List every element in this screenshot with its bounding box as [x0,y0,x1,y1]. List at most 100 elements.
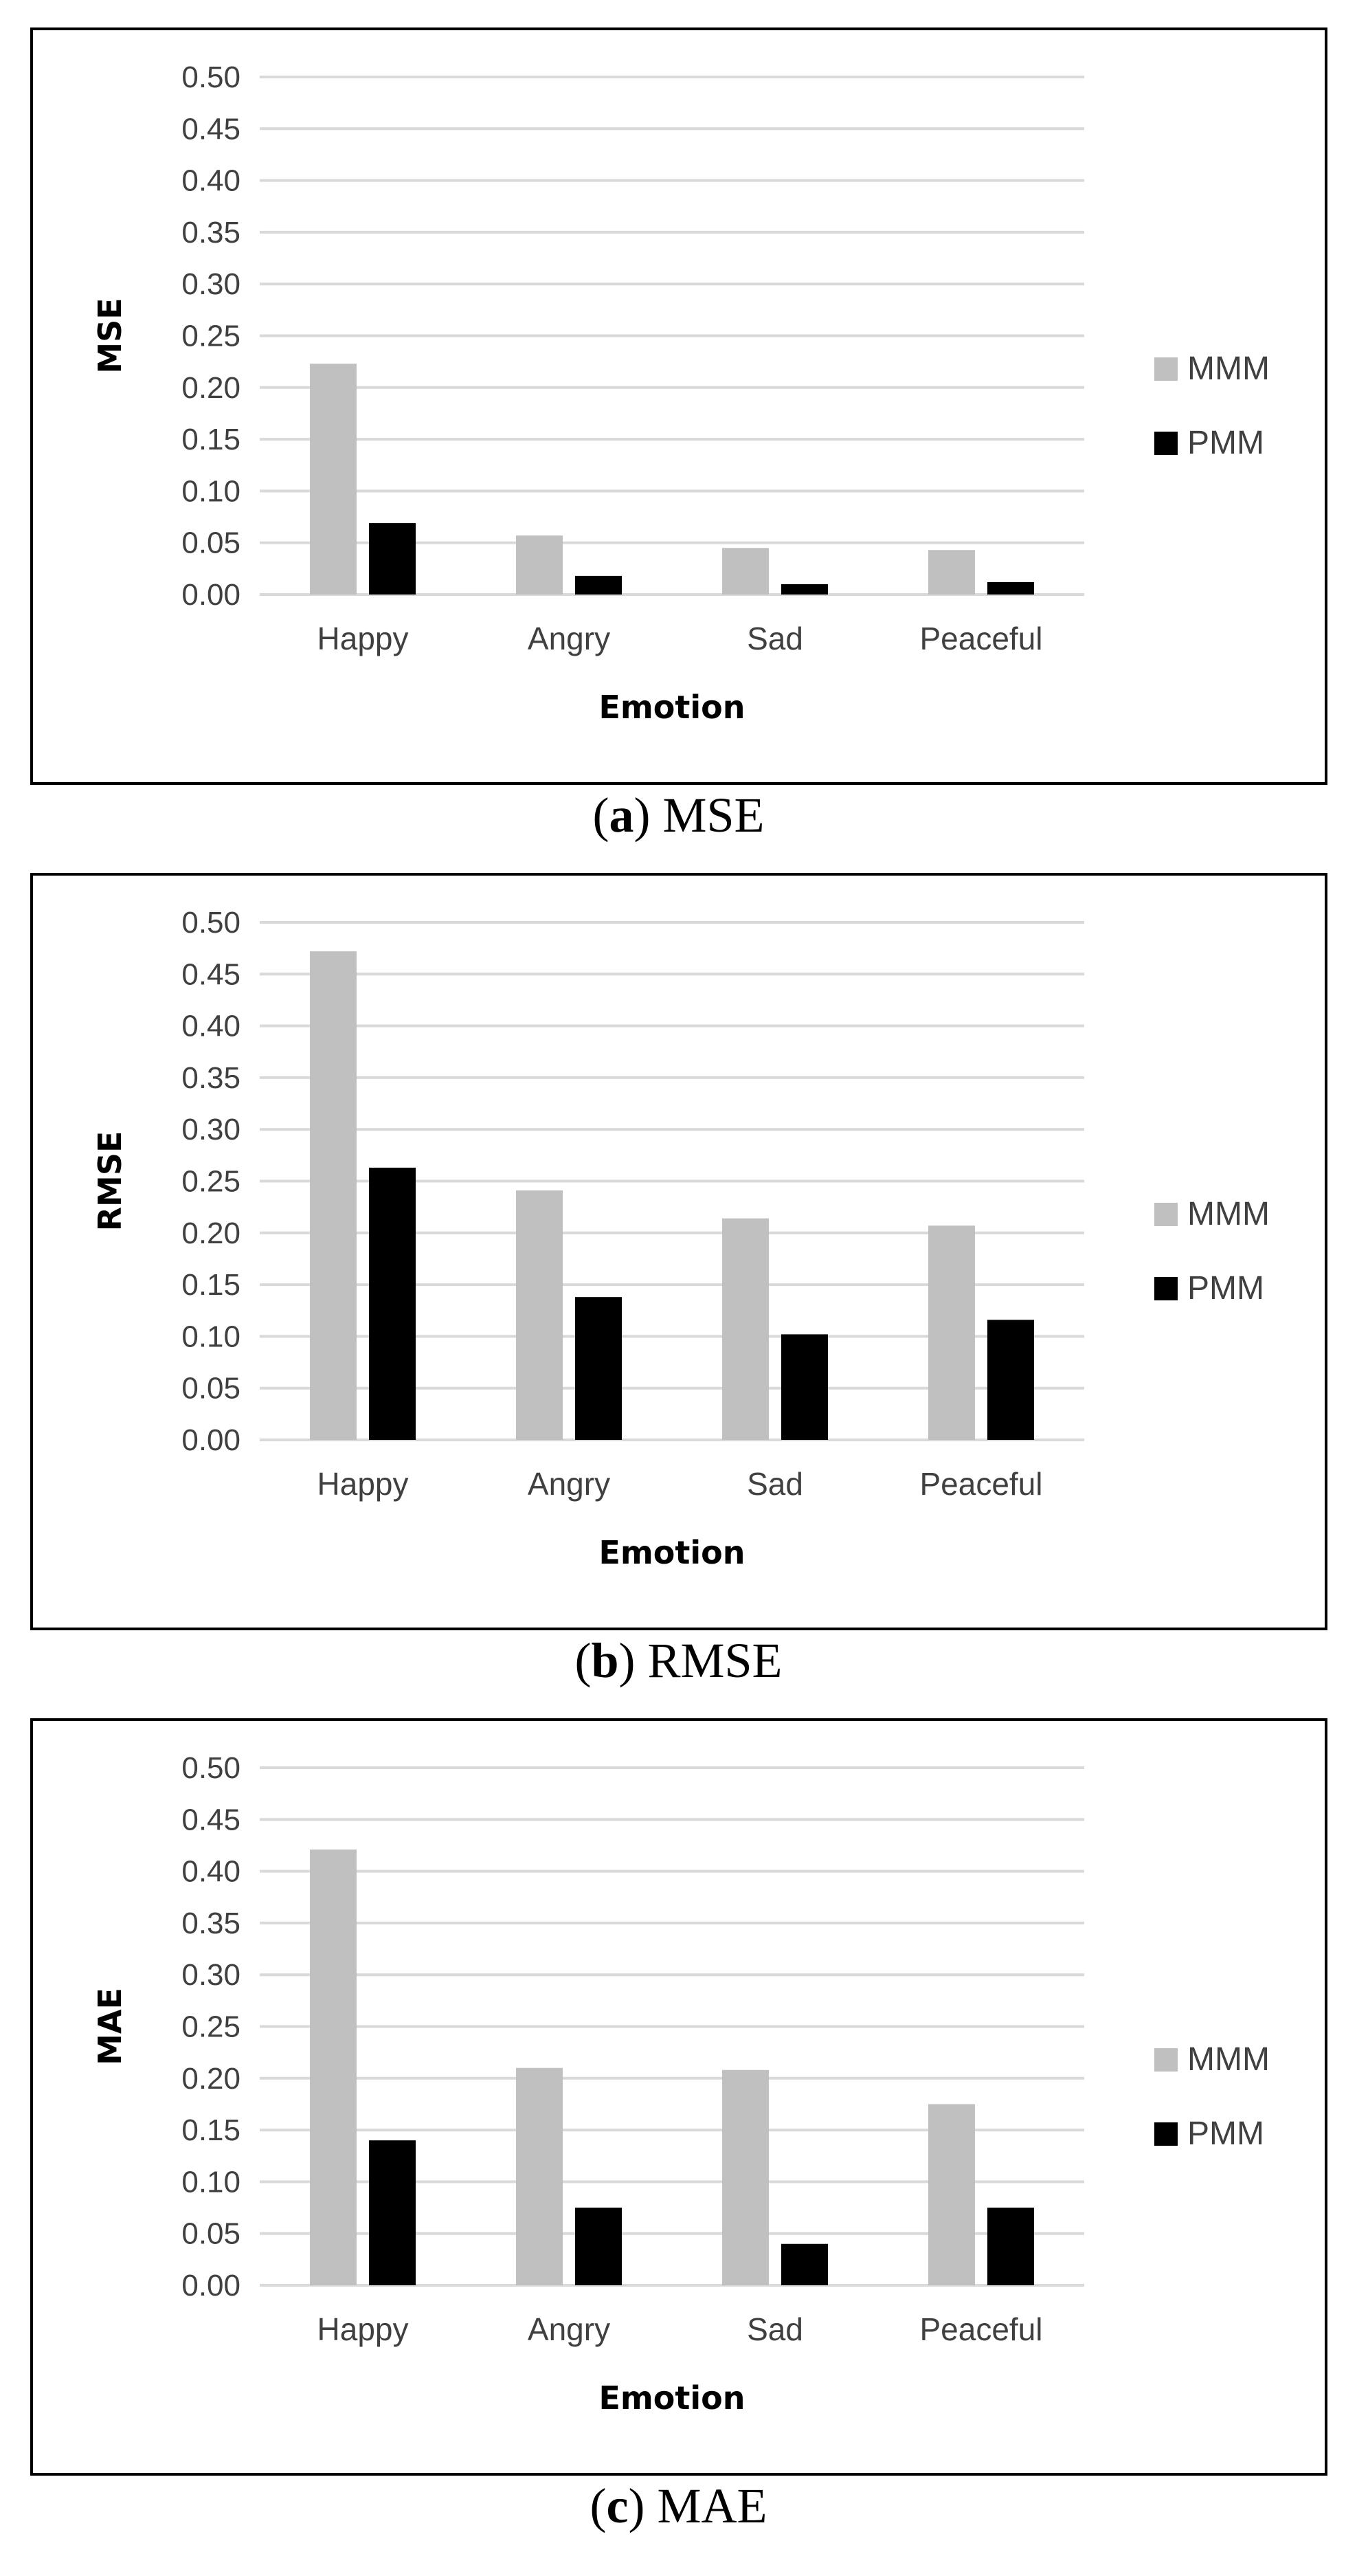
bar-mmm [722,548,769,595]
rmse-chart: 0.00 0.05 0.10 0.15 0.20 0.25 0.30 0.35 0.40 0.45… [91,906,1270,1571]
bar-pmm [575,1297,622,1440]
y-tick-label: 0.50 [181,906,240,940]
y-tick-label: 0.25 [181,320,240,353]
legend-swatch-pmm [1154,432,1178,455]
bar-pmm [781,584,828,595]
chart-frame: 0.00 0.05 0.10 0.15 0.20 0.25 0.30 0.35 0.40 0.45… [30,27,1327,785]
x-category-label: Peaceful [919,2311,1042,2347]
chart-frame: 0.00 0.05 0.10 0.15 0.20 0.25 0.30 0.35 0.40 0.45… [30,1718,1327,2476]
legend-swatch-pmm [1154,1277,1178,1300]
caption-letter: c [606,2478,629,2533]
y-tick-label: 0.50 [181,60,240,94]
y-tick-label: 0.00 [181,1423,240,1457]
y-tick-label: 0.40 [181,1855,240,1889]
x-category-label: Sad [747,1466,803,1502]
mse-chart: 0.00 0.05 0.10 0.15 0.20 0.25 0.30 0.35 0.40 0.45… [91,60,1270,726]
y-tick-label: 0.30 [181,267,240,301]
bar-mmm [928,550,975,595]
bar-pmm [575,2208,622,2285]
bar-pmm [987,2208,1034,2285]
y-tick-label: 0.05 [181,2217,240,2251]
y-tick-label: 0.40 [181,164,240,198]
y-tick-label: 0.10 [181,2165,240,2199]
bar-pmm [369,1167,416,1440]
y-tick-label: 0.35 [181,216,240,249]
x-axis-title: Emotion [598,2379,745,2417]
y-tick-label: 0.35 [181,1061,240,1095]
bar-mmm [516,2067,563,2285]
x-category-label: Happy [317,621,409,656]
x-category-label: Angry [528,1466,610,1502]
y-tick-label: 0.20 [181,1217,240,1250]
y-tick-label: 0.15 [181,2113,240,2147]
mae-chart: 0.00 0.05 0.10 0.15 0.20 0.25 0.30 0.35 0.40 0.45… [91,1751,1270,2417]
legend-label-mmm: MMM [1187,351,1270,387]
y-tick-label: 0.40 [181,1010,240,1043]
bar-pmm [369,523,416,595]
legend-swatch-mmm [1154,1203,1178,1226]
legend-label-pmm: PMM [1187,1270,1264,1307]
y-tick-label: 0.00 [181,578,240,612]
chart-panel-mae: 0.00 0.05 0.10 0.15 0.20 0.25 0.30 0.35 0.40 0.45… [0,1691,1357,2536]
chart-frame: 0.00 0.05 0.10 0.15 0.20 0.25 0.30 0.35 0.40 0.45… [30,873,1327,1630]
y-tick-label: 0.30 [181,1113,240,1146]
y-tick-label: 0.50 [181,1751,240,1785]
bar-mmm [722,2069,769,2285]
y-tick-label: 0.45 [181,1803,240,1836]
y-tick-label: 0.15 [181,423,240,456]
x-category-label: Happy [317,2311,409,2347]
x-axis-title: Emotion [598,689,745,726]
caption-letter: b [591,1633,619,1688]
bar-pmm [987,1320,1034,1440]
y-axis-title: RMSE [91,1131,128,1232]
legend-swatch-mmm [1154,357,1178,381]
y-tick-label: 0.25 [181,2010,240,2044]
chart-panel-rmse: 0.00 0.05 0.10 0.15 0.20 0.25 0.30 0.35 0.40 0.45… [0,845,1357,1691]
bar-pmm [781,1334,828,1440]
y-tick-label: 0.15 [181,1268,240,1302]
chart-caption: (c) MAE [590,2478,767,2533]
bar-mmm [928,2104,975,2285]
y-axis-title: MSE [91,298,128,373]
caption-text: MAE [657,2478,767,2533]
caption-text: RMSE [647,1633,783,1688]
bar-mmm [310,364,357,595]
bar-mmm [310,951,357,1440]
legend-label-pmm: PMM [1187,2116,1264,2152]
y-tick-label: 0.05 [181,526,240,560]
bar-pmm [575,575,622,595]
x-category-label: Sad [747,2311,803,2347]
chart-panel-mse: 0.00 0.05 0.10 0.15 0.20 0.25 0.30 0.35 0.40 0.45… [0,0,1357,845]
bar-mmm [928,1225,975,1440]
y-tick-label: 0.10 [181,474,240,508]
y-tick-label: 0.25 [181,1165,240,1199]
x-axis-title: Emotion [598,1534,745,1571]
x-category-label: Angry [528,621,610,656]
y-tick-label: 0.20 [181,2062,240,2096]
y-tick-label: 0.10 [181,1320,240,1353]
bar-mmm [516,1190,563,1440]
y-tick-label: 0.05 [181,1372,240,1406]
bar-pmm [369,2140,416,2285]
x-category-label: Angry [528,2311,610,2347]
bar-pmm [781,2243,828,2285]
bar-pmm [987,581,1034,595]
chart-caption: (b) RMSE [574,1633,783,1688]
x-category-label: Peaceful [919,1466,1042,1502]
y-tick-label: 0.45 [181,957,240,991]
y-tick-label: 0.35 [181,1907,240,1940]
caption-letter: a [609,788,634,843]
legend-label-mmm: MMM [1187,2041,1270,2078]
legend-label-pmm: PMM [1187,425,1264,461]
x-category-label: Sad [747,621,803,656]
y-tick-label: 0.00 [181,2269,240,2302]
x-category-label: Peaceful [919,621,1042,656]
bar-mmm [722,1218,769,1440]
chart-caption: (a) MSE [592,788,765,843]
bar-mmm [516,535,563,595]
y-tick-label: 0.30 [181,1958,240,1992]
bar-mmm [310,1849,357,2285]
legend-label-mmm: MMM [1187,1196,1270,1232]
legend-swatch-mmm [1154,2048,1178,2072]
x-category-label: Happy [317,1466,409,1502]
